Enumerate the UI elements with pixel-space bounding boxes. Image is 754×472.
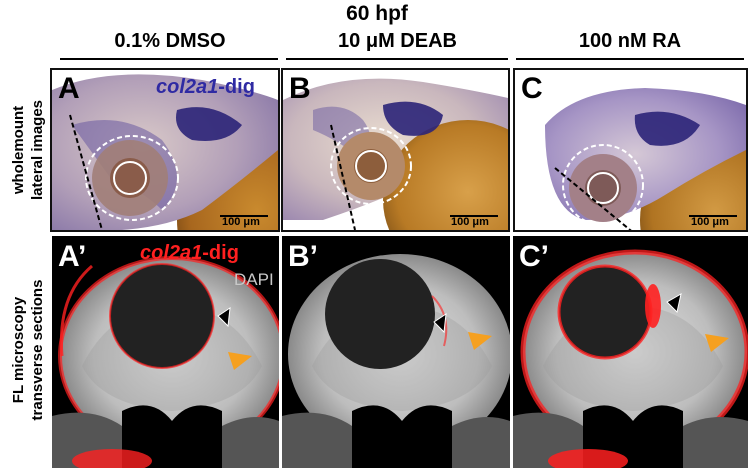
row-label-wholemount: wholemount lateral images <box>9 70 49 230</box>
arrowhead-orange <box>705 334 729 352</box>
column-underline <box>516 58 744 60</box>
section-image-deab <box>282 236 510 468</box>
row-label-line: transverse sections <box>29 279 46 421</box>
figure-title: 60 hpf <box>346 2 408 25</box>
row-label-fl-microscopy: FL microscopy transverse sections <box>9 250 49 450</box>
section-image-ra <box>513 236 748 468</box>
column-underline <box>60 58 278 60</box>
stain-label-dapi: DAPI <box>234 270 274 289</box>
column-underline <box>286 58 508 60</box>
scale-bar-label: 100 μm <box>451 216 489 228</box>
embryo-image-ra <box>515 70 746 230</box>
probe-name: col2a1 <box>140 242 203 264</box>
panel-c-wholemount: C 100 μm <box>513 68 748 232</box>
probe-suffix: -dig <box>218 76 255 98</box>
arrowhead-orange <box>468 332 492 350</box>
embryo-image-deab <box>283 70 508 230</box>
column-header-deab: 10 μM DEAB <box>338 30 457 52</box>
probe-name: col2a1 <box>156 76 219 98</box>
probe-suffix: -dig <box>202 242 239 264</box>
panel-letter-a: A <box>58 72 80 105</box>
panel-b-prime-section: B’ <box>282 236 510 468</box>
probe-label: col2a1-dig <box>140 242 239 265</box>
panel-b-wholemount: B 100 μm <box>281 68 510 232</box>
row-label-line: lateral images <box>29 99 46 201</box>
panel-letter-a-prime: A’ <box>58 240 87 273</box>
row-label-line: wholemount <box>10 105 27 195</box>
column-header-dmso: 0.1% DMSO <box>114 30 226 52</box>
arrowhead-black <box>433 312 447 334</box>
panel-letter-b-prime: B’ <box>288 240 318 273</box>
row-label-line: FL microscopy <box>10 296 27 404</box>
arrowhead-black <box>666 293 682 313</box>
column-header-ra: 100 nM RA <box>578 30 682 52</box>
arrowhead-black <box>217 306 231 328</box>
scale-bar-label: 100 μm <box>691 216 729 228</box>
panel-a-prime-section: A’ col2a1-dig DAPI <box>52 236 279 468</box>
panel-letter-b: B <box>289 72 311 105</box>
arrowhead-orange <box>228 352 252 370</box>
scale-bar-label: 100 μm <box>222 216 260 228</box>
panel-letter-c-prime: C’ <box>519 240 549 273</box>
panel-c-prime-section: C’ <box>513 236 748 468</box>
panel-letter-c: C <box>521 72 543 105</box>
probe-label: col2a1-dig <box>156 76 255 99</box>
embryo-image-dmso <box>52 70 278 230</box>
panel-a-wholemount: A col2a1-dig 100 μm <box>50 68 280 232</box>
section-image-dmso <box>52 236 279 468</box>
